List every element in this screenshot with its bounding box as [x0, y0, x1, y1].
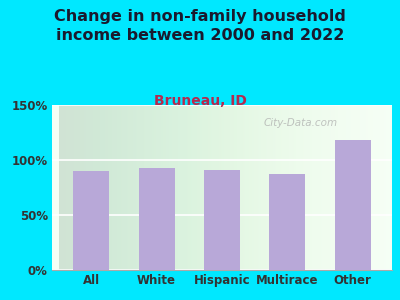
Bar — [204, 170, 240, 270]
Bar — [73, 171, 109, 270]
Bar — [139, 168, 174, 270]
Text: Change in non-family household
income between 2000 and 2022: Change in non-family household income be… — [54, 9, 346, 43]
Bar — [270, 174, 305, 270]
Text: City-Data.com: City-Data.com — [263, 118, 337, 128]
Bar — [335, 140, 371, 270]
Text: Bruneau, ID: Bruneau, ID — [154, 94, 246, 109]
